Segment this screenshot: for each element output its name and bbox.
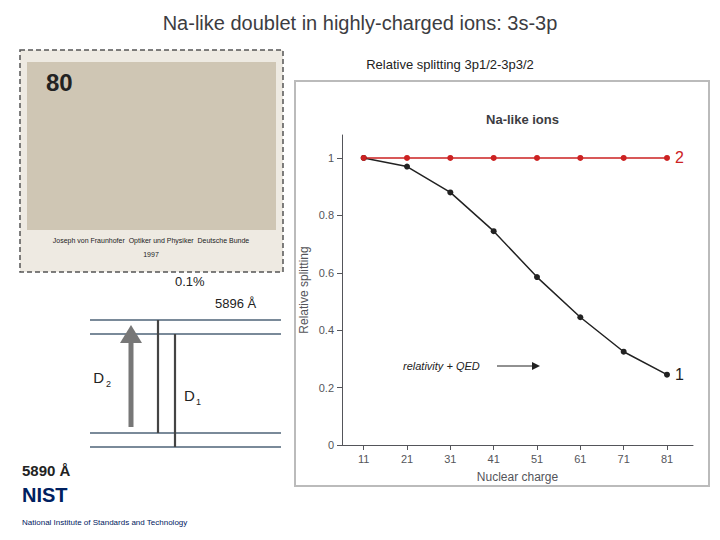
svg-text:0.1%: 0.1% <box>175 274 205 289</box>
svg-text:Joseph von Fraunhofer Optiker: Joseph von Fraunhofer Optiker und Physik… <box>53 237 250 245</box>
svg-text:D: D <box>93 369 104 386</box>
svg-text:Relative splitting 3p1/2-3p3/2: Relative splitting 3p1/2-3p3/2 <box>366 57 534 72</box>
svg-text:71: 71 <box>618 453 630 465</box>
svg-text:0.6: 0.6 <box>319 267 334 279</box>
svg-text:11: 11 <box>358 453 369 465</box>
svg-text:1: 1 <box>196 397 201 407</box>
svg-text:Na-like doublet in highly-char: Na-like doublet in highly-charged ions: … <box>163 12 558 34</box>
svg-text:Relative splitting: Relative splitting <box>297 246 311 333</box>
svg-text:1: 1 <box>675 366 684 383</box>
svg-text:81: 81 <box>661 453 673 465</box>
svg-text:21: 21 <box>401 453 413 465</box>
svg-text:5890 Å: 5890 Å <box>22 462 71 479</box>
svg-text:31: 31 <box>444 453 456 465</box>
svg-text:51: 51 <box>531 453 543 465</box>
svg-text:5896 Å: 5896 Å <box>215 296 257 311</box>
svg-text:0.4: 0.4 <box>319 324 334 336</box>
svg-text:relativity + QED: relativity + QED <box>403 360 480 372</box>
svg-text:41: 41 <box>488 453 500 465</box>
svg-text:NIST: NIST <box>22 484 68 506</box>
svg-text:D: D <box>184 387 195 404</box>
svg-text:Na-like ions: Na-like ions <box>486 112 559 127</box>
svg-text:61: 61 <box>574 453 586 465</box>
svg-text:0.8: 0.8 <box>319 209 334 221</box>
svg-text:National Institute of Standard: National Institute of Standards and Tech… <box>22 518 187 527</box>
svg-text:2: 2 <box>675 149 684 166</box>
svg-text:0.2: 0.2 <box>319 382 334 394</box>
svg-text:1997: 1997 <box>143 251 159 258</box>
svg-text:2: 2 <box>106 379 111 389</box>
svg-text:Nuclear charge: Nuclear charge <box>477 470 559 484</box>
svg-text:0: 0 <box>328 439 334 451</box>
svg-text:1: 1 <box>328 152 334 164</box>
svg-text:80: 80 <box>46 69 73 96</box>
